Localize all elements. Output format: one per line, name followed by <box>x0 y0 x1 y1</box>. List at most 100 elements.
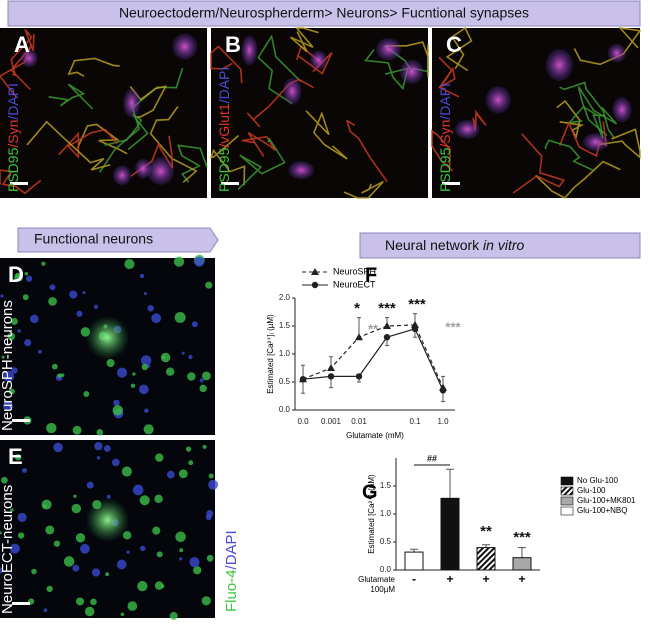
fluo-cell <box>93 304 99 309</box>
fluo-cell <box>139 273 145 279</box>
x-row-label: 100µM <box>370 585 395 594</box>
cell-body <box>607 43 626 63</box>
fluo-cluster <box>85 498 130 543</box>
neurite <box>305 110 348 160</box>
fluo-cell <box>91 568 101 577</box>
fluo-cell <box>191 321 198 328</box>
x-tick-label: 0.1 <box>409 417 421 426</box>
series-line <box>302 324 444 388</box>
neurite <box>58 128 118 160</box>
cell-body <box>20 49 38 68</box>
fluo-cell <box>22 468 27 473</box>
point <box>411 325 419 332</box>
fluo-cell <box>130 383 136 388</box>
x-row-label: Glutamate <box>358 575 395 584</box>
scale-bar <box>12 419 30 422</box>
scale-bar <box>12 602 30 605</box>
point <box>439 387 447 394</box>
y-tick-label: 1.5 <box>380 481 392 490</box>
error-bar <box>518 547 526 558</box>
stain-part: /vGlut1 <box>216 103 232 148</box>
fluo-cell <box>48 297 57 306</box>
y-tick-label: 1.0 <box>380 509 392 518</box>
neurite <box>210 45 243 83</box>
legend-marker <box>311 281 319 289</box>
legend-label: Glu-100+MK801 <box>577 496 636 505</box>
fluo-cell <box>2 400 13 411</box>
fluo-cell <box>205 514 212 521</box>
fluo-cell <box>82 291 86 295</box>
neurite <box>209 134 246 186</box>
fluo-cell <box>151 313 162 324</box>
neurite <box>577 86 618 137</box>
fluo-cell <box>83 391 90 397</box>
fluo-cell <box>41 499 52 510</box>
fluo-cell <box>72 564 80 572</box>
cell-body <box>582 133 609 152</box>
cell-body <box>172 33 198 60</box>
fluo-cell <box>1 355 5 359</box>
neurite <box>346 119 388 183</box>
fluo-cell <box>137 580 148 592</box>
fluo-cell <box>45 525 55 535</box>
fluo-cell <box>72 425 82 435</box>
fluo-cell <box>14 453 22 461</box>
fluo-cell <box>175 531 186 543</box>
fluo-cell <box>143 292 147 296</box>
neurite <box>559 81 615 138</box>
fluo-cell <box>43 608 48 613</box>
legend-swatch <box>560 476 574 486</box>
network-title-part: in vitro <box>483 237 524 253</box>
fluo-cell <box>1 476 8 484</box>
legend-label: Glu-100 <box>577 486 606 495</box>
fluo-cell <box>9 543 20 554</box>
cell-body <box>545 48 573 81</box>
x-axis-label: Glutamate (mM) <box>346 431 404 440</box>
neurite <box>445 26 473 72</box>
neurite <box>48 83 94 110</box>
title-banner <box>7 0 641 27</box>
x-tick-label: 1.0 <box>437 417 449 426</box>
fluo-cell <box>94 441 103 451</box>
neurite <box>544 139 595 172</box>
legend-label: Glu-100+NBQ <box>577 506 627 515</box>
panel-letter: D <box>8 262 24 287</box>
fluo-cell <box>139 495 150 506</box>
fluo-cell <box>7 332 16 341</box>
stain-label: PSD95/vGlut1/DAPI <box>216 67 232 192</box>
fluo-part: Fluo-4 <box>223 569 240 612</box>
fluo-cell <box>17 329 21 333</box>
fluo-cell <box>187 372 196 381</box>
cell-body <box>399 59 424 84</box>
significance: *** <box>513 529 531 546</box>
fluo-cell <box>141 363 148 371</box>
fluo-cell <box>0 531 2 535</box>
fluo-cell <box>17 532 25 539</box>
stain-part: /Syn <box>437 120 453 148</box>
fluo-cell <box>201 371 211 381</box>
fluo-cell <box>124 258 135 270</box>
fluo-cell <box>140 355 152 366</box>
stain-label: PSD95/Syn/DAPI <box>5 83 21 192</box>
neurite <box>257 34 302 105</box>
legend-label: NeuroECT <box>333 279 376 289</box>
legend-swatch <box>560 506 574 516</box>
fluo-cell <box>199 384 207 393</box>
significance: *** <box>445 319 461 334</box>
fluo-cell <box>147 364 151 368</box>
fluo-cell <box>189 557 200 568</box>
fluo-cell <box>75 597 85 606</box>
fluo-cell <box>106 494 111 499</box>
fluo-cell <box>154 581 164 590</box>
stain-part: PSD95 <box>216 147 232 192</box>
stain-part: /DAPI <box>437 83 453 120</box>
fluo-cell <box>155 453 164 462</box>
fluo-cell <box>84 606 95 617</box>
legend-marker <box>311 268 319 275</box>
fluo-cell <box>24 272 29 276</box>
fluo-cell <box>41 261 46 266</box>
fluo-cell <box>75 533 86 543</box>
fluo-cell <box>154 494 163 504</box>
row-label: NeuroSPH-neurons <box>0 300 16 431</box>
fluo-cell <box>138 384 149 395</box>
